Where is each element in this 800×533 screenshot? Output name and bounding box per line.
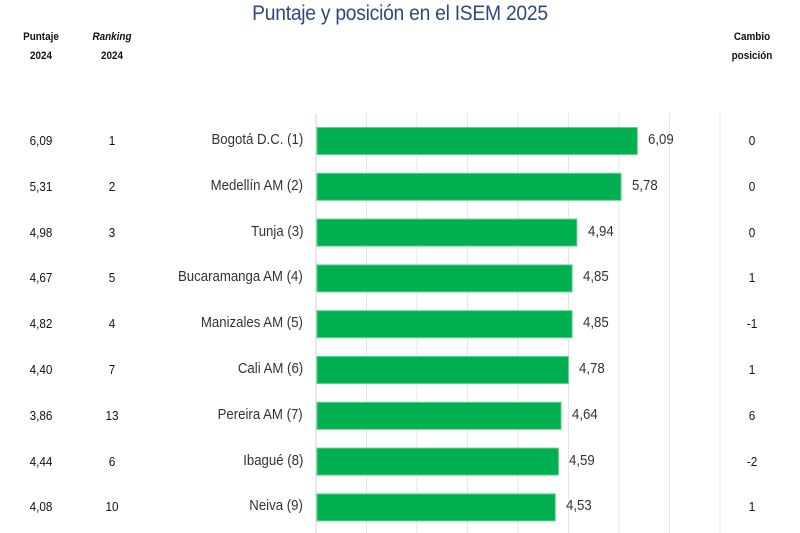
change-cell: -2 [746,453,758,469]
change-cell: 6 [748,407,756,423]
value-label: 4,78 [579,360,606,377]
value-label: 4,59 [569,451,596,469]
rank-2024-cell: 13 [105,407,119,423]
rank-2024-cell: 7 [108,362,116,377]
category-label: Pereira AM (7) [217,405,303,423]
category-label: Tunja (3) [250,222,303,240]
category-label: Ibagué (8) [242,451,303,469]
header-score-2024-line2: 2024 [29,50,53,62]
rank-2024-cell: 6 [108,453,116,469]
category-label: Medellín AM (2) [210,176,303,194]
rank-2024-cell: 4 [108,316,116,332]
change-cell: 1 [748,499,756,515]
value-label: 4,64 [572,405,598,423]
score-2024-cell: 5,31 [29,178,53,194]
category-label: Manizales AM (5) [201,314,303,332]
value-label: 4,85 [583,314,609,332]
rank-2024-cell: 3 [108,224,116,240]
rank-2024-cell: 1 [108,133,116,148]
change-cell: 0 [748,133,756,148]
value-label: 5,78 [632,176,658,194]
header-change-line2: posición [731,50,773,62]
score-2024-cell: 4,40 [29,362,53,377]
bar [316,218,578,247]
category-label: Bucaramanga AM (4) [178,268,303,286]
score-2024-cell: 4,08 [29,499,53,515]
rank-2024-cell: 10 [105,499,119,515]
bar [316,401,562,430]
change-cell: 0 [748,224,756,240]
header-rank-2024-line2: 2024 [100,50,124,62]
bar [316,310,573,339]
change-cell: 0 [748,178,756,194]
bar [316,127,638,155]
header-score-2024: Puntaje 2024 [19,28,64,66]
bar [316,356,569,384]
value-label: 4,53 [566,497,592,515]
value-label: 6,09 [648,131,675,148]
score-2024-cell: 6,09 [29,133,53,148]
change-cell: 1 [748,362,756,377]
header-rank-2024-line1: Ranking [92,31,132,43]
bar [316,493,556,522]
value-label: 4,85 [583,268,609,286]
category-label: Bogotá D.C. (1) [211,131,303,148]
header-change: Cambio posición [725,28,779,66]
header-rank-2024: Ranking 2024 [90,28,135,66]
value-label: 4,94 [587,222,614,240]
chart-title: Puntaje y posición en el ISEM 2025 [252,2,548,25]
score-2024-cell: 4,44 [29,453,53,469]
category-label: Neiva (9) [249,497,303,515]
rank-2024-cell: 2 [108,178,116,194]
score-2024-cell: 4,67 [29,270,53,286]
bar [316,264,573,293]
change-cell: -1 [746,316,758,332]
score-2024-cell: 4,82 [29,316,53,332]
header-change-line1: Cambio [733,31,771,43]
rank-2024-cell: 5 [108,270,116,286]
header-score-2024-line1: Puntaje [23,31,59,43]
category-label: Cali AM (6) [237,360,303,377]
bar [316,172,622,201]
score-2024-cell: 4,98 [29,224,53,240]
score-2024-cell: 3,86 [29,407,53,423]
change-cell: 1 [748,270,756,286]
bar [316,447,559,476]
